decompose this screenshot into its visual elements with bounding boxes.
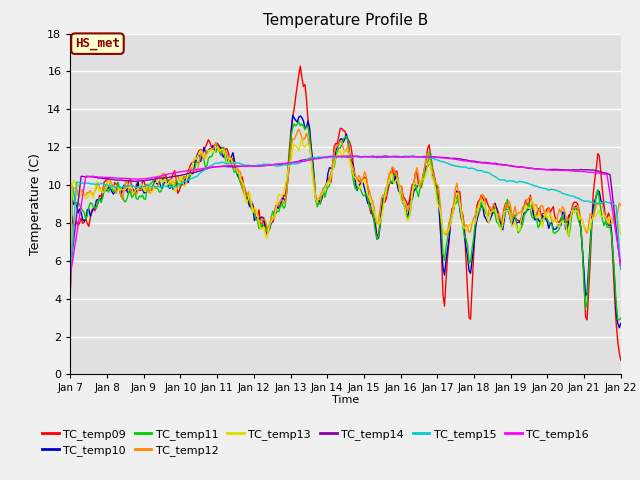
TC_temp12	[67, 276, 74, 282]
TC_temp12	[308, 170, 316, 176]
X-axis label: Time: Time	[332, 395, 359, 405]
Line: TC_temp11: TC_temp11	[70, 121, 621, 320]
TC_temp10	[249, 204, 257, 209]
TC_temp11	[295, 119, 303, 124]
TC_temp15	[230, 161, 238, 167]
TC_temp11	[67, 274, 74, 279]
TC_temp14	[134, 178, 141, 184]
TC_temp13	[230, 159, 238, 165]
TC_temp11	[258, 220, 266, 226]
Legend: TC_temp09, TC_temp10, TC_temp11, TC_temp12, TC_temp13, TC_temp14, TC_temp15, TC_: TC_temp09, TC_temp10, TC_temp11, TC_temp…	[37, 424, 593, 460]
TC_temp12	[295, 126, 303, 132]
TC_temp12	[134, 188, 141, 194]
TC_temp10	[617, 321, 625, 326]
TC_temp10	[308, 157, 316, 163]
TC_temp13	[134, 186, 141, 192]
TC_temp10	[134, 179, 141, 184]
TC_temp13	[588, 216, 595, 222]
TC_temp14	[381, 153, 388, 159]
TC_temp16	[307, 157, 315, 163]
TC_temp14	[230, 164, 238, 170]
TC_temp16	[67, 272, 74, 278]
Line: TC_temp10: TC_temp10	[70, 115, 621, 328]
TC_temp12	[258, 216, 266, 221]
TC_temp10	[258, 214, 266, 220]
TC_temp09	[588, 224, 595, 230]
TC_temp09	[249, 201, 257, 207]
TC_temp12	[617, 203, 625, 208]
Line: TC_temp12: TC_temp12	[70, 129, 621, 279]
TC_temp13	[258, 226, 266, 232]
TC_temp12	[588, 212, 595, 217]
TC_temp09	[230, 161, 238, 167]
TC_temp09	[67, 288, 74, 294]
TC_temp16	[258, 163, 266, 169]
TC_temp10	[289, 112, 296, 118]
TC_temp10	[588, 219, 595, 225]
TC_temp14	[67, 266, 74, 272]
TC_temp09	[258, 224, 266, 230]
TC_temp12	[230, 165, 238, 170]
TC_temp16	[617, 263, 625, 268]
TC_temp13	[67, 276, 74, 281]
TC_temp09	[134, 180, 141, 185]
TC_temp16	[230, 163, 238, 168]
Title: Temperature Profile B: Temperature Profile B	[263, 13, 428, 28]
TC_temp13	[249, 209, 257, 215]
TC_temp15	[617, 266, 625, 272]
Line: TC_temp13: TC_temp13	[70, 139, 621, 278]
Text: HS_met: HS_met	[75, 37, 120, 50]
Line: TC_temp09: TC_temp09	[70, 66, 621, 360]
TC_temp11	[308, 165, 316, 170]
Line: TC_temp15: TC_temp15	[70, 156, 621, 277]
TC_temp14	[249, 163, 257, 169]
TC_temp11	[134, 196, 141, 202]
Y-axis label: Temperature (C): Temperature (C)	[29, 153, 42, 255]
TC_temp15	[307, 155, 315, 161]
TC_temp16	[347, 153, 355, 159]
TC_temp15	[342, 153, 350, 159]
TC_temp12	[249, 205, 257, 211]
TC_temp11	[230, 169, 238, 175]
Line: TC_temp16: TC_temp16	[70, 156, 621, 275]
TC_temp13	[298, 136, 306, 142]
TC_temp11	[588, 222, 595, 228]
TC_temp10	[616, 325, 623, 331]
TC_temp09	[296, 63, 304, 69]
TC_temp14	[617, 266, 625, 272]
TC_temp10	[230, 158, 238, 164]
TC_temp15	[134, 184, 141, 190]
TC_temp09	[308, 162, 316, 168]
TC_temp13	[308, 177, 316, 182]
TC_temp15	[258, 162, 266, 168]
Line: TC_temp14: TC_temp14	[70, 156, 621, 269]
TC_temp11	[249, 207, 257, 213]
TC_temp11	[617, 315, 625, 321]
TC_temp14	[307, 156, 315, 162]
TC_temp16	[134, 176, 141, 182]
TC_temp16	[588, 169, 595, 175]
TC_temp13	[617, 231, 625, 237]
TC_temp14	[588, 167, 595, 173]
TC_temp16	[249, 163, 257, 169]
TC_temp09	[617, 357, 625, 363]
TC_temp10	[67, 283, 74, 288]
TC_temp15	[249, 163, 257, 168]
TC_temp15	[67, 275, 74, 280]
TC_temp15	[588, 199, 595, 205]
TC_temp14	[258, 163, 266, 168]
TC_temp11	[616, 317, 623, 323]
